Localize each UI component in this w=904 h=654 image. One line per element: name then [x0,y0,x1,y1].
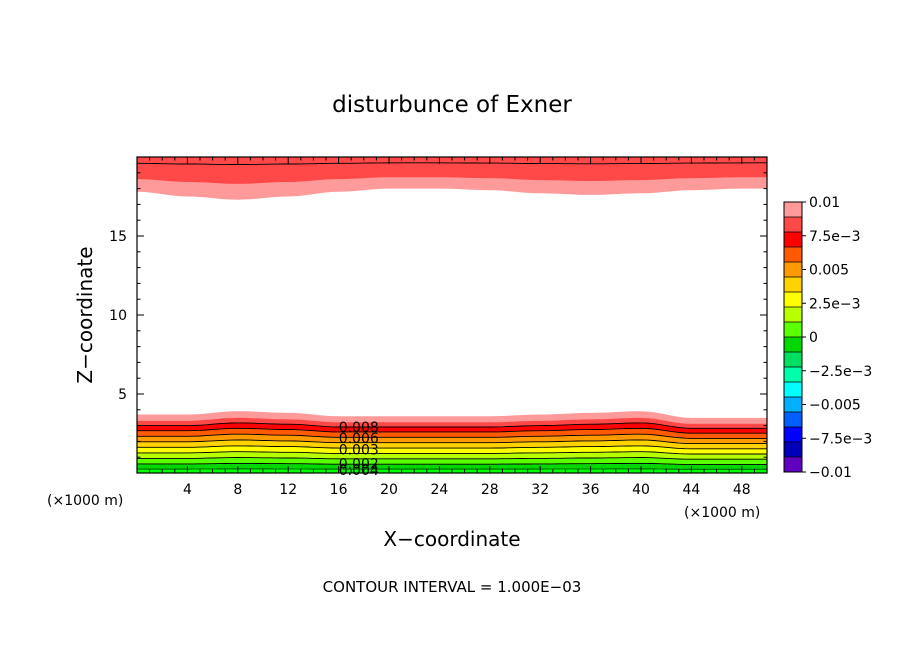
x-unit-label-left: (×1000 m) [47,493,123,509]
contour-line [137,162,767,165]
x-tick-label: 24 [430,482,448,498]
chart-title: disturbunce of Exner [332,92,572,118]
colorbar-tick-label: 2.5e−3 [809,296,861,312]
contour-label: 0.008 [339,420,379,436]
colorbar-swatch [784,322,802,338]
plot-area [136,157,768,474]
colorbar-swatch [784,382,802,398]
contour-line [137,462,767,465]
colorbar-swatch [784,232,802,248]
x-axis-label: X−coordinate [383,527,520,551]
contour-line [137,439,767,445]
colorbar-swatch [784,277,802,293]
x-tick-label: 36 [582,482,600,498]
x-tick-label: 28 [481,482,499,498]
y-tick-label: 15 [109,229,127,245]
x-tick-label: 12 [279,482,297,498]
colorbar-tick-label: 0 [809,330,818,346]
colorbar-tick-label: 0.005 [809,263,849,279]
contour-line [137,433,767,439]
contour-label: 0.004 [339,463,379,479]
colorbar-swatch [784,427,802,443]
x-tick-label: 40 [632,482,650,498]
x-tick-label: 4 [183,482,192,498]
contour-label: 0.006 [339,431,379,447]
colorbar-swatch [784,307,802,323]
colorbar-tick-label: −2.5e−3 [809,364,872,380]
contour-line [137,451,767,455]
contour-line [137,422,767,429]
contour-label: 0.002 [339,457,379,473]
colorbar-tick-label: −0.005 [809,398,861,414]
colorbar-tick-label: 0.01 [809,195,840,211]
x-unit-label-right: (×1000 m) [684,505,760,521]
colorbar-swatch [784,397,802,413]
colorbar-swatch [784,352,802,368]
y-tick-label: 10 [109,308,127,324]
x-tick-label: 48 [733,482,751,498]
colorbar-swatch [784,292,802,308]
contour-lines [137,162,767,465]
colorbar-swatch [784,247,802,263]
colorbar-tick-label: 7.5e−3 [809,229,861,245]
x-tick-label: 8 [233,482,242,498]
y-axis-label: Z−coordinate [73,246,97,383]
colorbar-swatch [784,367,802,383]
colorbar-swatch [784,457,802,473]
x-tick-label: 16 [330,482,348,498]
contour-line [137,445,767,450]
contour-line [137,457,767,460]
x-tick-label: 20 [380,482,398,498]
colorbar-swatch [784,442,802,458]
colorbar-tick-label: −0.01 [809,465,852,481]
colorbar-swatch [784,337,802,353]
colorbar-tick-label: −7.5e−3 [809,431,872,447]
contour-interval-note: CONTOUR INTERVAL = 1.000E−03 [323,578,582,596]
contour-label: 0.003 [339,442,379,458]
contour-line [137,427,767,434]
colorbar-swatch [784,262,802,278]
colorbar: 0.01 7.5e−3 0.005 2.5e−3 0 −2.5e−3 −0.005 −7.5e… [783,195,872,481]
y-tick-label: 5 [118,387,127,403]
colorbar-swatch [784,412,802,428]
colorbar-swatch [784,217,802,233]
colorbar-swatch [784,202,802,218]
x-tick-label: 44 [682,482,700,498]
x-tick-label: 32 [531,482,549,498]
